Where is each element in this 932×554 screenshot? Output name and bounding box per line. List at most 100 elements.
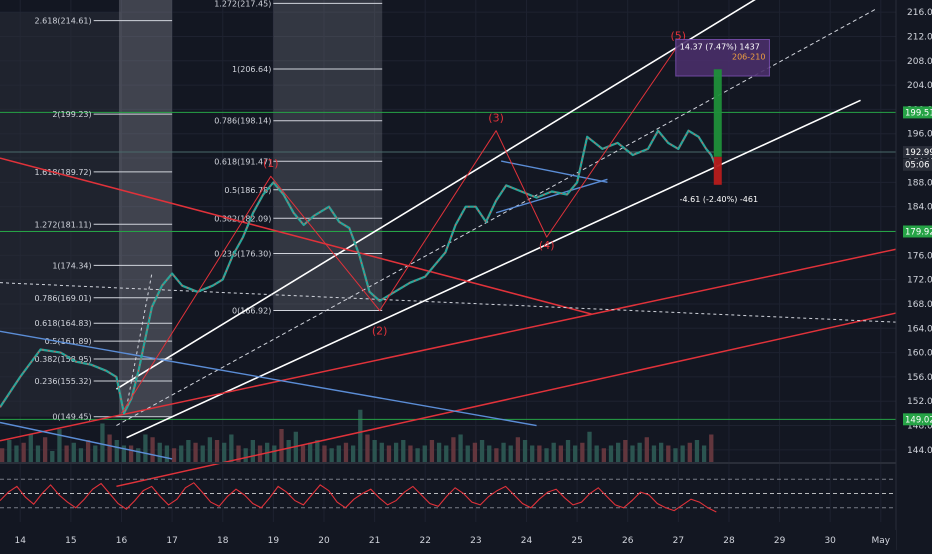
volume-bar	[78, 448, 84, 462]
red-uptrend-line-1	[0, 248, 897, 442]
volume-bar	[565, 440, 571, 462]
price-tick-label: 172.00	[907, 276, 932, 286]
price-axis-tag-label: 05:06	[905, 161, 930, 171]
price-tick-label: 148.00	[907, 422, 932, 432]
price-tick-label: 196.00	[907, 130, 932, 140]
time-tick-label: 27	[673, 536, 684, 546]
price-tick-label: 184.00	[907, 203, 932, 213]
price-axis-tag	[903, 413, 932, 426]
measure-up-text: 14.37 (7.47%) 1437	[680, 43, 760, 52]
fib-right-label: 0.236(176.30)	[214, 249, 271, 258]
volume-bar	[28, 434, 33, 462]
volume-bar	[250, 440, 256, 462]
volume-bar	[594, 445, 599, 462]
volume-bar	[229, 434, 234, 462]
price-series	[0, 129, 718, 415]
volume-bar	[0, 448, 5, 462]
volume-bar	[107, 434, 112, 462]
volume-bar	[85, 440, 91, 462]
fib-left-label: 1.272(181.11)	[35, 220, 92, 229]
time-tick-label: May	[872, 536, 891, 546]
time-tick-label: 30	[824, 536, 836, 546]
volume-bar	[200, 445, 205, 462]
volume-bar	[551, 442, 556, 462]
volume-bar	[308, 442, 313, 462]
volume-bar	[487, 445, 492, 462]
volume-bar	[587, 431, 592, 462]
price-tick-label: 164.00	[907, 324, 932, 334]
volume-bar	[494, 448, 499, 462]
volume-bar	[336, 445, 341, 462]
time-tick-label: 28	[723, 536, 735, 546]
volume-bars	[0, 409, 714, 462]
fib-right-label: 0.618(191.47)	[214, 157, 271, 166]
volume-bar	[350, 445, 356, 462]
volume-bar	[121, 445, 127, 462]
volume-bar	[429, 440, 435, 462]
volume-bar	[630, 445, 635, 462]
volume-bar	[422, 445, 427, 462]
volume-bar	[479, 440, 485, 462]
price-axis-tag	[903, 158, 932, 171]
wave-label: (3)	[488, 112, 504, 125]
red-uptrend-line-2	[116, 312, 897, 488]
volume-bar	[537, 445, 542, 462]
volume-bar	[558, 445, 564, 462]
volume-bar	[143, 434, 148, 462]
elliott-wave-path	[121, 48, 677, 414]
volume-bar	[93, 445, 98, 462]
volume-bar	[472, 442, 478, 462]
volume-bar	[386, 445, 392, 462]
fib-left-label: 0.5(161.89)	[45, 337, 92, 346]
volume-bar	[186, 440, 191, 462]
price-axis-tag	[903, 225, 932, 238]
fib-right-label: 1(206.64)	[232, 65, 271, 74]
price-tick-label: 188.00	[907, 178, 932, 188]
fib-left-label: 1.618(189.72)	[35, 168, 92, 177]
volume-bar	[42, 437, 48, 462]
volume-bar	[673, 448, 678, 462]
volume-bar	[608, 445, 614, 462]
volume-bar	[315, 440, 320, 462]
volume-bar	[193, 442, 198, 462]
volume-bar	[71, 442, 76, 462]
fib-right-label: 0.5(186.78)	[224, 186, 271, 195]
volume-bar	[179, 445, 184, 462]
volume-bar	[57, 429, 62, 462]
measure-down-bar	[713, 156, 722, 185]
channel-mid-line	[116, 8, 876, 426]
dotted-wave-line	[126, 273, 153, 408]
volume-bar	[408, 445, 413, 462]
oscillator-line	[0, 482, 717, 513]
measure-box-up	[675, 39, 770, 77]
price-axis-tag-label: 192.99	[905, 148, 932, 158]
price-tick-label: 144.00	[907, 446, 932, 456]
volume-bar	[329, 448, 334, 462]
price-axis-tag-label: 179.92	[905, 227, 932, 237]
volume-bar	[508, 445, 513, 462]
volume-bar	[601, 448, 606, 462]
price-axis-tag	[903, 146, 932, 159]
volume-bar	[709, 434, 714, 462]
blue-downtrend-line	[0, 330, 537, 427]
time-axis: 14 15 16 17 18 19 20 21 22 23 24 25 26 27 28 29 30 May	[0, 530, 896, 550]
volume-bar	[7, 440, 12, 462]
volume-bar	[573, 445, 578, 462]
volume-bar	[286, 440, 291, 462]
volume-bar	[530, 445, 535, 462]
volume-bar	[372, 440, 377, 462]
volume-bar	[14, 445, 19, 462]
volume-bar	[64, 445, 69, 462]
volume-bar	[651, 445, 657, 462]
volume-bar	[272, 445, 277, 462]
price-tick-label: 204.00	[907, 81, 932, 91]
volume-bar	[580, 442, 585, 462]
price-tick-label: 176.00	[907, 251, 932, 261]
fib-left-label: 0.618(164.83)	[35, 319, 92, 328]
time-tick-label: 14	[15, 536, 27, 546]
fibonacci-levels: 2.618(214.61) 2(199.23) 1.618(189.72) 1.272…	[35, 0, 383, 422]
blue-downtrend-line-2	[0, 421, 173, 460]
